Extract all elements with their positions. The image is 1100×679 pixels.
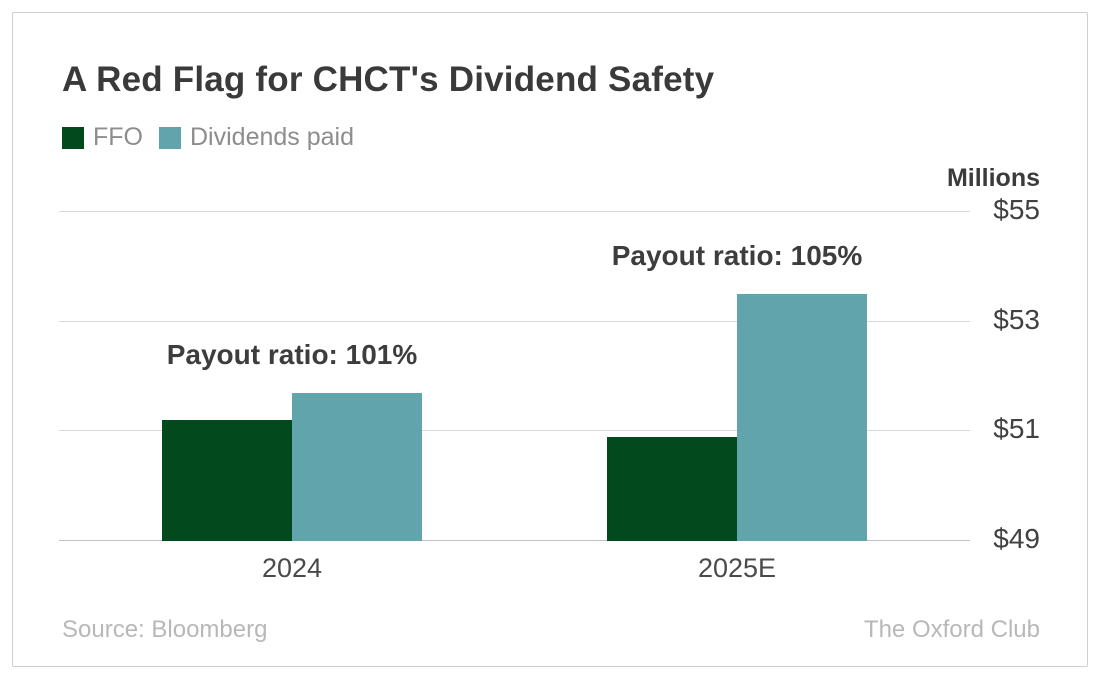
gridline-55 — [59, 211, 970, 212]
gridline-51 — [59, 430, 970, 431]
gridline-53 — [59, 321, 970, 322]
y-axis-units-label: Millions — [946, 164, 1040, 192]
legend-item-ffo: FFO — [62, 123, 143, 152]
bar-ffo-2025e — [607, 437, 737, 541]
payout-annotation-2024: Payout ratio: 101% — [166, 339, 418, 370]
x-axis-label-2024: 2024 — [261, 553, 323, 583]
y-tick-label-49: $49 — [993, 523, 1040, 554]
dividends-legend-swatch-icon — [159, 126, 181, 149]
chart-title: A Red Flag for CHCT's Dividend Safety — [62, 60, 715, 99]
ffo-legend-swatch-icon — [62, 126, 84, 149]
bar-dividends-paid-2025e — [737, 294, 867, 541]
card-border — [12, 12, 1088, 667]
dividends-legend-label: Dividends paid — [190, 123, 354, 151]
bar-dividends-paid-2024 — [292, 393, 422, 541]
gridline-49 — [59, 540, 970, 541]
attribution-label: The Oxford Club — [863, 616, 1040, 643]
source-label: Source: Bloomberg — [62, 616, 268, 643]
bar-ffo-2024 — [162, 420, 292, 541]
legend-item-dividends: Dividends paid — [159, 123, 354, 152]
ffo-legend-label: FFO — [93, 123, 143, 151]
payout-annotation-2025e: Payout ratio: 105% — [611, 240, 863, 271]
y-tick-label-53: $53 — [993, 304, 1040, 335]
y-tick-label-55: $55 — [993, 194, 1040, 225]
y-tick-label-51: $51 — [993, 413, 1040, 444]
legend: FFO Dividends paid — [62, 123, 354, 152]
x-axis-label-2025e: 2025E — [697, 553, 777, 583]
